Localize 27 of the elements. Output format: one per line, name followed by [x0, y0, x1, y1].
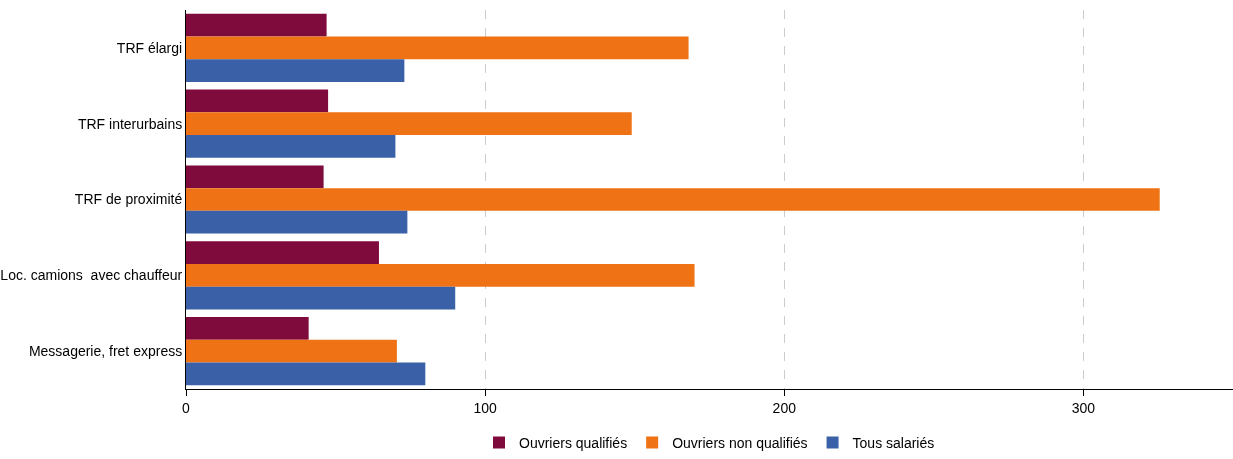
bar [186, 188, 1160, 211]
bar [186, 362, 426, 386]
bar [186, 59, 405, 83]
x-tick-label: 200 [772, 399, 797, 416]
bar [186, 89, 329, 113]
bar [186, 263, 695, 287]
legend-label: Ouvriers non qualifiés [672, 434, 808, 451]
x-tick-label: 100 [473, 399, 498, 416]
legend-label: Ouvriers qualifiés [519, 434, 628, 451]
bar [186, 286, 456, 310]
bar [186, 339, 397, 363]
y-tick-label: Messagerie, fret express [28, 343, 183, 359]
bar [186, 210, 408, 234]
y-tick-label: TRF interurbains [77, 115, 183, 132]
x-tick-label: 300 [1071, 399, 1096, 416]
bar [186, 135, 396, 158]
bar [186, 165, 324, 189]
legend-label: Tous salariés [852, 434, 935, 451]
y-tick-label: TRF de proximité [74, 191, 183, 208]
bar [186, 316, 309, 340]
bar [186, 241, 379, 264]
y-tick-label: Loc. camions avec chauffeur [0, 267, 183, 284]
bar [186, 36, 689, 60]
bar [186, 112, 632, 136]
x-tick-label: 0 [182, 399, 191, 416]
y-tick-label: TRF élargi [116, 39, 183, 56]
bar [186, 13, 327, 37]
